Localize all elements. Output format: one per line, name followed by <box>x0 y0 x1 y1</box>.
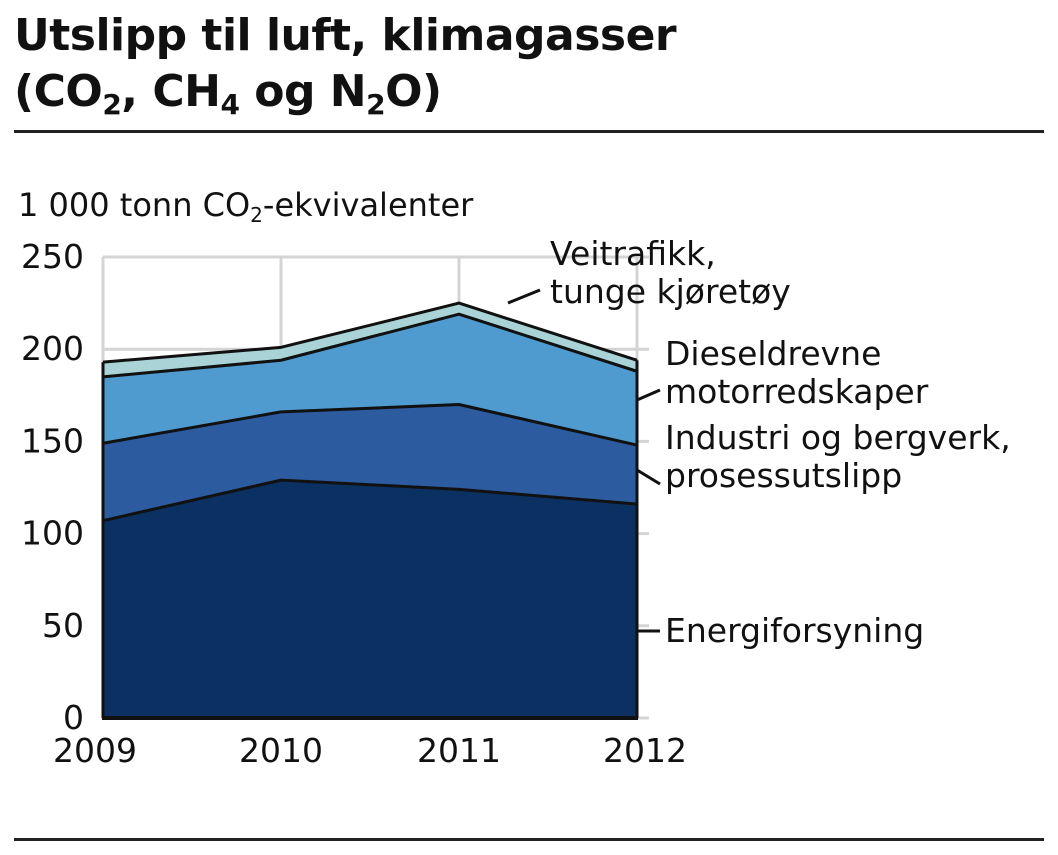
series-line-2 <box>102 403 638 447</box>
title-divider <box>14 130 1044 133</box>
series-line-1 <box>102 478 638 523</box>
series-label-4: Veitrafikk, tunge kjøretøy <box>550 234 791 311</box>
area-3 <box>103 314 637 446</box>
x-tick-label: 2009 <box>53 731 137 770</box>
chart-title-line1: Utslipp til luft, klimagasser <box>14 10 677 61</box>
series-label-3: Dieseldrevne motorredskaper <box>665 334 929 411</box>
series-label-leader <box>636 388 661 402</box>
chart-title: Utslipp til luft, klimagasser (CO2, CH4 … <box>14 8 677 121</box>
y-tick-label: 50 <box>42 606 84 645</box>
series-label-2: Industri og bergverk, prosessutslipp <box>665 418 1011 495</box>
series-label-leader <box>507 288 541 305</box>
series-label-line: Dieseldrevne <box>665 334 881 373</box>
x-tick-label: 2012 <box>603 731 687 770</box>
series-label-line: tunge kjøretøy <box>550 272 791 311</box>
x-tick-label: 2010 <box>239 731 323 770</box>
x-tick-label: 2011 <box>417 731 501 770</box>
series-label-1: Energiforsyning <box>665 611 924 650</box>
series-label-line: Veitrafikk, <box>550 234 716 273</box>
y-tick-label: 200 <box>21 329 84 368</box>
y-axis-unit-label: 1 000 tonn CO2-ekvivalenter <box>18 186 474 227</box>
series-label-line: prosessutslipp <box>665 456 902 495</box>
series-label-line: motorredskaper <box>665 372 929 411</box>
y-tick-label: 250 <box>21 237 84 276</box>
y-tick-label: 100 <box>21 514 84 553</box>
series-label-line: Industri og bergverk, <box>665 418 1011 457</box>
bottom-divider <box>14 838 1044 841</box>
y-tick-label: 0 <box>63 698 84 737</box>
series-line-3 <box>102 312 638 379</box>
series-label-line: Energiforsyning <box>665 611 924 650</box>
area-4 <box>103 303 637 377</box>
series-line-4 <box>102 301 638 364</box>
area-1 <box>103 480 637 718</box>
chart-title-line2: (CO2, CH4 og N2O) <box>14 66 442 121</box>
y-tick-label: 150 <box>21 421 84 460</box>
series-label-leader <box>636 468 661 486</box>
